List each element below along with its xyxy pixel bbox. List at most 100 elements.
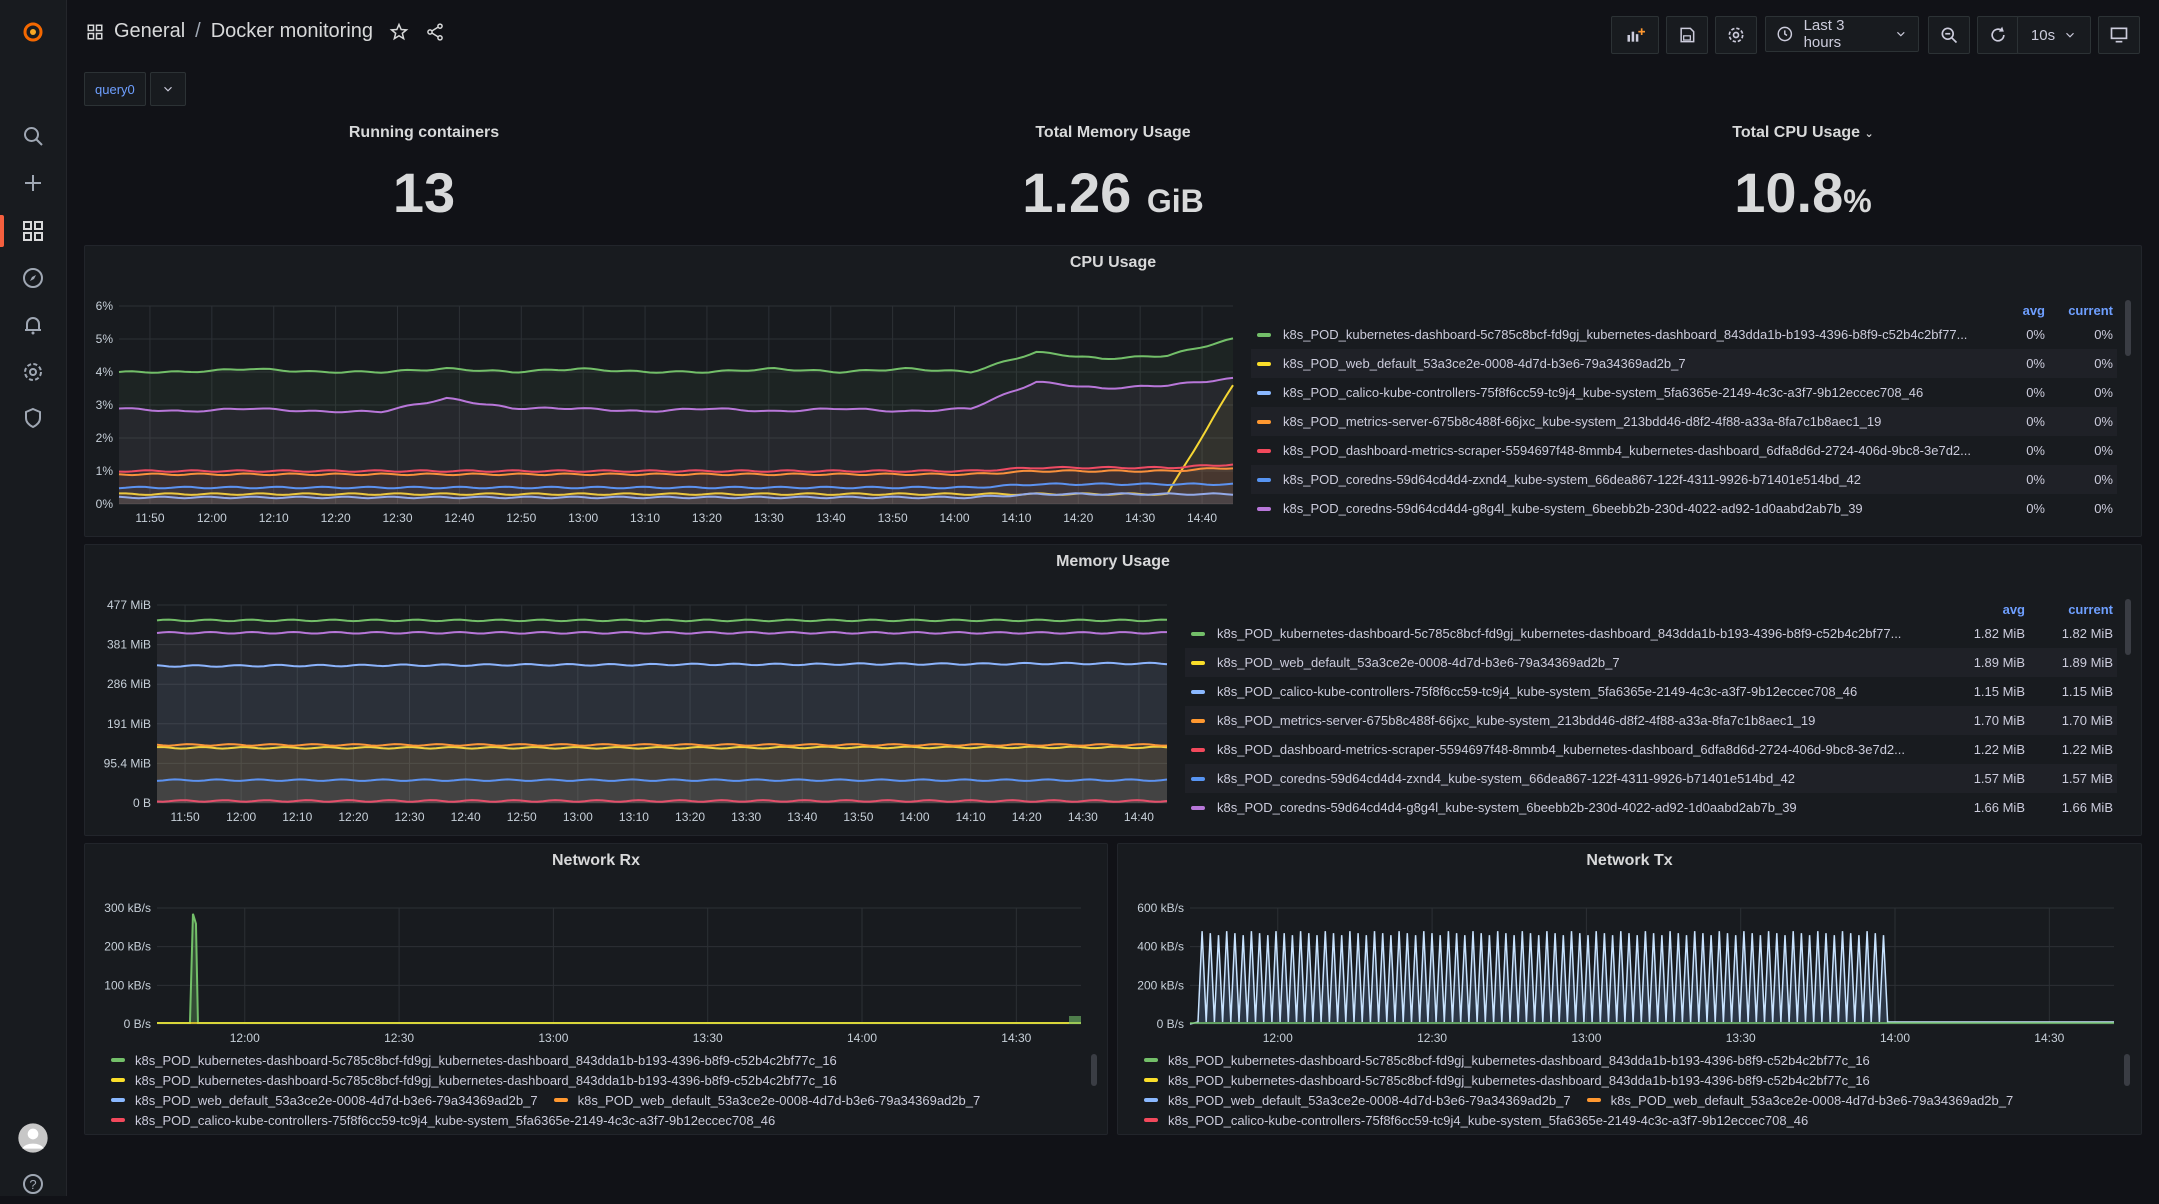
- panel-title[interactable]: Network Rx: [551, 852, 641, 869]
- legend-color-swatch: [1191, 747, 1205, 752]
- dashboards-icon[interactable]: [0, 211, 66, 251]
- query-variable-dropdown[interactable]: [149, 72, 186, 106]
- legend-row[interactable]: k8s_POD_coredns-59d64cd4d4-zxnd4_kube-sy…: [1251, 465, 2117, 494]
- legend-color-swatch: [1257, 361, 1271, 366]
- bell-icon[interactable]: [0, 305, 66, 345]
- legend-row[interactable]: k8s_POD_web_default_53a3ce2e-0008-4d7d-b…: [1185, 648, 2117, 677]
- cpu-usage-chart[interactable]: 0% 1% 2% 3% 4% 5% 6% 11:50 12:00 12:10 12:20 12:30 1…: [85, 286, 1245, 526]
- legend-color-swatch: [1191, 776, 1205, 781]
- scrollbar[interactable]: [2125, 599, 2131, 655]
- legend-series-name[interactable]: k8s_POD_coredns-59d64cd4d4-g8g4l_kube-sy…: [1283, 501, 1863, 516]
- legend-row[interactable]: k8s_POD_coredns-59d64cd4d4-g8g4l_kube-sy…: [1185, 793, 2117, 822]
- legend-row[interactable]: k8s_POD_coredns-59d64cd4d4-zxnd4_kube-sy…: [1185, 764, 2117, 793]
- legend-current-header[interactable]: current: [2068, 601, 2113, 617]
- legend-row[interactable]: k8s_POD_web_default_53a3ce2e-0008-4d7d-b…: [1251, 349, 2117, 378]
- dashboard-settings-button[interactable]: [1715, 16, 1757, 54]
- refresh-interval-picker[interactable]: 10s: [2017, 16, 2091, 54]
- plus-icon[interactable]: [0, 163, 66, 203]
- legend-series-name[interactable]: k8s_POD_kubernetes-dashboard-5c785c8bcf-…: [1217, 626, 1902, 641]
- scrollbar[interactable]: [2124, 1054, 2130, 1086]
- legend-series-name[interactable]: k8s_POD_web_default_53a3ce2e-0008-4d7d-b…: [1217, 655, 1620, 670]
- legend-series-name: k8s_POD_kubernetes-dashboard-5c785c8bcf-…: [1168, 1072, 1870, 1088]
- legend-item[interactable]: k8s_POD_web_default_53a3ce2e-0008-4d7d-b…: [105, 1093, 538, 1108]
- legend-series-name[interactable]: k8s_POD_coredns-59d64cd4d4-zxnd4_kube-sy…: [1217, 771, 1795, 786]
- stat-value: 13: [392, 161, 456, 224]
- legend-series-name[interactable]: k8s_POD_metrics-server-675b8c488f-66jxc_…: [1217, 713, 1816, 728]
- memory-usage-panel[interactable]: Memory Usage 0 B 95.4 MiB 191 MiB 286 MiB 38…: [84, 544, 2142, 836]
- legend-row[interactable]: k8s_POD_kubernetes-dashboard-5c785c8bcf-…: [1251, 320, 2117, 349]
- legend-series-name: k8s_POD_kubernetes-dashboard-5c785c8bcf-…: [135, 1072, 837, 1088]
- legend-row[interactable]: k8s_POD_metrics-server-675b8c488f-66jxc_…: [1185, 706, 2117, 735]
- shield-icon[interactable]: [0, 398, 66, 438]
- network-rx-panel[interactable]: Network Rx 0 B/s 100 kB/s 200 kB/s 300 kB/s…: [84, 843, 1108, 1135]
- chevron-down-icon[interactable]: ⌄: [1864, 128, 1874, 140]
- legend-series-name[interactable]: k8s_POD_metrics-server-675b8c488f-66jxc_…: [1283, 414, 1882, 429]
- legend-avg-header[interactable]: avg: [2002, 601, 2025, 617]
- save-button[interactable]: [1666, 16, 1708, 54]
- legend-series-name[interactable]: k8s_POD_coredns-59d64cd4d4-g8g4l_kube-sy…: [1217, 800, 1797, 815]
- legend-avg-header[interactable]: avg: [2022, 302, 2045, 318]
- series-area: [157, 744, 1167, 803]
- scrollbar[interactable]: [1091, 1054, 1097, 1086]
- star-icon[interactable]: [389, 22, 409, 42]
- legend-series-name[interactable]: k8s_POD_dashboard-metrics-scraper-559469…: [1217, 742, 1905, 757]
- tv-mode-button[interactable]: [2098, 16, 2140, 54]
- share-icon[interactable]: [425, 22, 445, 42]
- query-variable-label[interactable]: query0: [84, 72, 146, 106]
- legend-series-name[interactable]: k8s_POD_dashboard-metrics-scraper-559469…: [1283, 443, 1971, 458]
- legend-series-name[interactable]: k8s_POD_calico-kube-controllers-75f8f6cc…: [1217, 684, 1858, 699]
- time-range-picker[interactable]: Last 3 hours: [1765, 16, 1919, 52]
- legend-row[interactable]: k8s_POD_calico-kube-controllers-75f8f6cc…: [1251, 378, 2117, 407]
- legend-color-swatch: [1144, 1118, 1158, 1122]
- legend-color-swatch: [1257, 506, 1271, 511]
- legend-row[interactable]: k8s_POD_dashboard-metrics-scraper-559469…: [1185, 735, 2117, 764]
- breadcrumb-folder[interactable]: General: [114, 20, 186, 42]
- scrollbar[interactable]: [2125, 300, 2131, 356]
- legend-row[interactable]: k8s_POD_kubernetes-dashboard-5c785c8bcf-…: [1185, 619, 2117, 648]
- stat-running-containers[interactable]: Running containers 13: [84, 110, 764, 240]
- gear-icon[interactable]: [0, 352, 66, 392]
- compass-icon[interactable]: [0, 258, 66, 298]
- tx-series-line: [1189, 931, 2114, 1025]
- stat-total-cpu[interactable]: Total CPU Usage ⌄ 10.8%: [1463, 110, 2143, 240]
- panel-title[interactable]: Network Tx: [1586, 852, 1673, 869]
- refresh-button[interactable]: [1977, 16, 2019, 54]
- avatar-icon[interactable]: [0, 1118, 66, 1158]
- legend-series-name[interactable]: k8s_POD_kubernetes-dashboard-5c785c8bcf-…: [1283, 327, 1968, 342]
- legend-item[interactable]: k8s_POD_kubernetes-dashboard-5c785c8bcf-…: [1138, 1053, 1870, 1068]
- cpu-usage-panel[interactable]: CPU Usage 0% 1% 2% 3% 4% 5% 6% 11:50 12:00 12:10 1…: [84, 245, 2142, 537]
- network-rx-chart[interactable]: 0 B/s 100 kB/s 200 kB/s 300 kB/s 12:00 12:30 1…: [85, 884, 1095, 1084]
- legend-row[interactable]: k8s_POD_coredns-59d64cd4d4-g8g4l_kube-sy…: [1251, 494, 2117, 523]
- zoom-out-button[interactable]: [1928, 16, 1970, 54]
- legend-item[interactable]: k8s_POD_kubernetes-dashboard-5c785c8bcf-…: [1138, 1073, 1870, 1088]
- network-tx-chart[interactable]: 0 B/s 200 kB/s 400 kB/s 600 kB/s 12:00 12:30 1…: [1118, 884, 2128, 1084]
- legend-series-name[interactable]: k8s_POD_coredns-59d64cd4d4-zxnd4_kube-sy…: [1283, 472, 1861, 487]
- legend-item[interactable]: k8s_POD_web_default_53a3ce2e-0008-4d7d-b…: [548, 1093, 980, 1108]
- grafana-logo-icon[interactable]: [0, 12, 66, 52]
- panel-title[interactable]: CPU Usage: [1069, 254, 1157, 271]
- help-icon[interactable]: ?: [0, 1164, 66, 1204]
- legend-series-name[interactable]: k8s_POD_web_default_53a3ce2e-0008-4d7d-b…: [1283, 356, 1686, 371]
- memory-usage-chart[interactable]: 0 B 95.4 MiB 191 MiB 286 MiB 381 MiB 477 MiB 1…: [85, 585, 1185, 825]
- legend-row[interactable]: k8s_POD_metrics-server-675b8c488f-66jxc_…: [1251, 407, 2117, 436]
- search-icon[interactable]: [0, 116, 66, 156]
- legend-item[interactable]: k8s_POD_calico-kube-controllers-75f8f6cc…: [1138, 1113, 1808, 1128]
- page-title[interactable]: Docker monitoring: [210, 20, 374, 42]
- network-tx-panel[interactable]: Network Tx 0 B/s 200 kB/s 400 kB/s 600 kB/s…: [1117, 843, 2142, 1135]
- add-panel-button[interactable]: [1611, 16, 1659, 54]
- legend-row[interactable]: k8s_POD_dashboard-metrics-scraper-559469…: [1251, 436, 2117, 465]
- panel-title[interactable]: Memory Usage: [1056, 553, 1170, 570]
- legend-item[interactable]: k8s_POD_web_default_53a3ce2e-0008-4d7d-b…: [1138, 1093, 1571, 1108]
- stat-total-memory[interactable]: Total Memory Usage 1.26 GiB: [773, 110, 1453, 240]
- legend-current-header[interactable]: current: [2068, 302, 2113, 318]
- y-tick-label: 381 MiB: [107, 638, 151, 652]
- legend-item[interactable]: k8s_POD_calico-kube-controllers-75f8f6cc…: [105, 1113, 775, 1128]
- legend-item[interactable]: k8s_POD_web_default_53a3ce2e-0008-4d7d-b…: [1581, 1093, 2013, 1108]
- legend-series-name[interactable]: k8s_POD_calico-kube-controllers-75f8f6cc…: [1283, 385, 1924, 400]
- legend-item[interactable]: k8s_POD_kubernetes-dashboard-5c785c8bcf-…: [105, 1053, 837, 1068]
- y-tick-label: 100 kB/s: [104, 978, 151, 992]
- legend-row[interactable]: k8s_POD_calico-kube-controllers-75f8f6cc…: [1185, 677, 2117, 706]
- legend-item[interactable]: k8s_POD_kubernetes-dashboard-5c785c8bcf-…: [105, 1073, 837, 1088]
- zoom-out-icon: [1941, 27, 1958, 44]
- x-tick-label: 12:30: [394, 810, 424, 824]
